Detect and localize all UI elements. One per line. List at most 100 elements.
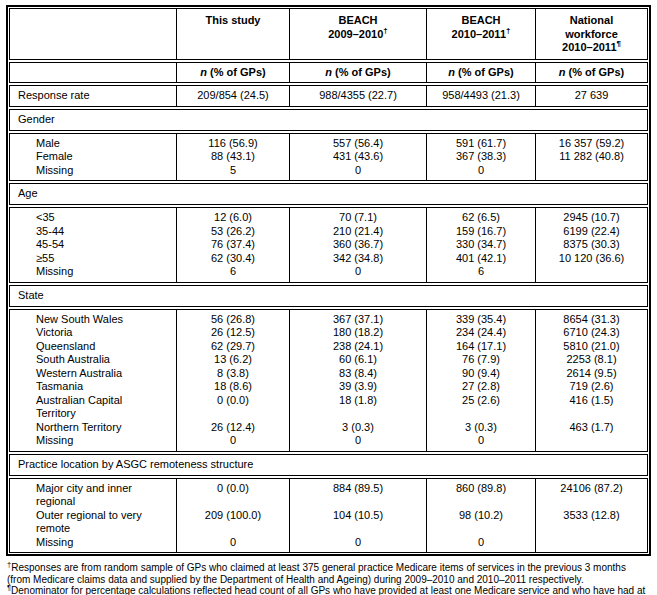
section-header-cell: Practice location by ASGC remoteness str… xyxy=(10,455,647,475)
cell-value-text: 13 (6.2) xyxy=(214,353,252,365)
cell-value-text: 0 (0.0) xyxy=(217,482,249,494)
cell-value-text: 56 (26.8) xyxy=(211,313,255,325)
subheader-cell: n (% of GPs) xyxy=(535,63,647,82)
cell-value-text: 70 (7.1) xyxy=(339,211,377,223)
row-label: Missing xyxy=(10,164,176,181)
cell-value: 342 (34.8) xyxy=(289,252,426,266)
cell-value: 339 (35.4) xyxy=(426,310,535,327)
cell-value: 62 (29.7) xyxy=(176,340,289,354)
header-footnote-marker-icon: † xyxy=(506,26,510,35)
cell-value-text: 3 (0.3) xyxy=(342,421,374,433)
cell-value: 884 (89.5) xyxy=(289,479,426,509)
cell-value-text: 0 xyxy=(355,536,361,548)
cell-value-text: 401 (42.1) xyxy=(456,252,506,264)
cell-value: 62 (6.5) xyxy=(426,208,535,225)
section-header-row: State xyxy=(9,285,648,307)
cell-value: 367 (37.1) xyxy=(289,310,426,327)
cell-value: 431 (43.6) xyxy=(289,150,426,164)
cell-value: 209 (100.0) xyxy=(176,509,289,536)
row-label-text: Outer regional to very remote xyxy=(36,509,142,535)
row-label: Northern Territory xyxy=(10,421,176,435)
cell-value-text: 83 (8.4) xyxy=(339,367,377,379)
column-header-line: This study xyxy=(205,14,260,26)
cell-value: 164 (17.1) xyxy=(426,340,535,354)
table-header-row: This studyBEACH2009–2010†BEACH2010–2011†… xyxy=(9,8,648,60)
cell-value-text: 6199 (22.4) xyxy=(563,225,619,237)
cell-value-text: 0 xyxy=(230,434,236,446)
cell-value-text: 5810 (21.0) xyxy=(563,340,619,352)
cell-value-text: 116 (56.9) xyxy=(208,137,257,149)
cell-value: 958/4493 (21.3) xyxy=(426,86,535,106)
section-header-cell: Age xyxy=(10,184,647,204)
table-subheader-row: n (% of GPs)n (% of GPs)n (% of GPs)n (%… xyxy=(9,62,648,83)
cell-value-text: 180 (18.2) xyxy=(333,326,383,338)
cell-value: 210 (21.4) xyxy=(289,225,426,239)
cell-value: 104 (10.5) xyxy=(289,509,426,536)
subheader-text: (% of GPs) xyxy=(207,66,266,78)
cell-value: 76 (37.4) xyxy=(176,238,289,252)
cell-value: 27 639 xyxy=(535,86,647,106)
cell-value-text: 209/854 (24.5) xyxy=(197,89,269,101)
cell-value: 26 (12.5) xyxy=(176,326,289,340)
cell-value-text: 10 120 (36.6) xyxy=(559,252,624,264)
cell-value: 8 (3.8) xyxy=(176,367,289,381)
cell-value: 39 (3.9) xyxy=(289,380,426,394)
cell-value: 0 (0.0) xyxy=(176,479,289,509)
cell-value: 70 (7.1) xyxy=(289,208,426,225)
cell-value: 180 (18.2) xyxy=(289,326,426,340)
cell-value-text: 60 (6.1) xyxy=(339,353,377,365)
cell-value: 27 (2.8) xyxy=(426,380,535,394)
cell-value-text: 591 (61.7) xyxy=(456,137,506,149)
cell-value-text: 24106 (87.2) xyxy=(560,482,622,494)
subheader-cell: n (% of GPs) xyxy=(176,63,289,82)
cell-value: 988/4355 (22.7) xyxy=(289,86,426,106)
cell-value: 8375 (30.3) xyxy=(535,238,647,252)
footnotes: †Responses are from random sample of GPs… xyxy=(7,562,650,595)
footnote: ¶Denominator for percentage calculations… xyxy=(7,585,650,595)
cell-value-text: 104 (10.5) xyxy=(333,509,383,521)
row-label-text: Male xyxy=(36,137,60,149)
subheader-text: (% of GPs) xyxy=(566,66,625,78)
cell-value: 6199 (22.4) xyxy=(535,225,647,239)
cell-value: 10 120 (36.6) xyxy=(535,252,647,266)
cell-value: 0 xyxy=(289,265,426,282)
row-label-text: New South Wales xyxy=(36,313,123,325)
cell-value-text: 27 (2.8) xyxy=(462,380,500,392)
cell-value-text: 11 282 (40.8) xyxy=(559,150,624,162)
row-label-text: Queensland xyxy=(36,340,95,352)
cell-value: 557 (56.4) xyxy=(289,134,426,151)
cell-value-text: 5 xyxy=(230,164,236,176)
section-group: New South Wales 56 (26.8) 367 (37.1)339 (3… xyxy=(9,309,648,452)
n-symbol: n xyxy=(559,66,566,78)
cell-value-text: 958/4493 (21.3) xyxy=(442,89,520,101)
cell-value-text: 367 (38.3) xyxy=(456,150,506,162)
cell-value: 26 (12.4) xyxy=(176,421,289,435)
section-group: <3512 (6.0)70 (7.1)62 (6.5)2945 (10.7)35… xyxy=(9,207,648,283)
subheader-empty-cell xyxy=(10,63,176,82)
cell-value-text: 62 (29.7) xyxy=(211,340,255,352)
cell-value: 98 (10.2) xyxy=(426,509,535,536)
cell-value xyxy=(535,164,647,181)
column-header-line: National xyxy=(570,14,613,26)
cell-value-text: 76 (7.9) xyxy=(462,353,500,365)
cell-value: 5810 (21.0) xyxy=(535,340,647,354)
section-header-text: State xyxy=(18,289,44,301)
cell-value: 159 (16.7) xyxy=(426,225,535,239)
cell-value-text: 210 (21.4) xyxy=(333,225,383,237)
cell-value-text: 62 (30.4) xyxy=(211,252,255,264)
cell-value: 83 (8.4) xyxy=(289,367,426,381)
cell-value-text: 98 (10.2) xyxy=(459,509,503,521)
row-label: 35-44 xyxy=(10,225,176,239)
cell-value-text: 62 (6.5) xyxy=(462,211,500,223)
cell-value-text: 3 (0.3) xyxy=(465,421,497,433)
column-header-line: 2010–2011 xyxy=(452,28,506,40)
cell-value-text: 463 (1.7) xyxy=(569,421,613,433)
section-header-text: Gender xyxy=(18,113,55,125)
cell-value-text: 18 (1.8) xyxy=(339,394,377,406)
cell-value: 0 xyxy=(176,434,289,451)
cell-value: 25 (2.6) xyxy=(426,394,535,421)
cell-value-text: 6 xyxy=(230,265,236,277)
cell-value-text: 238 (24.1) xyxy=(333,340,383,352)
row-label: Major city and inner regional xyxy=(10,479,176,509)
row-label: Response rate xyxy=(10,86,176,106)
